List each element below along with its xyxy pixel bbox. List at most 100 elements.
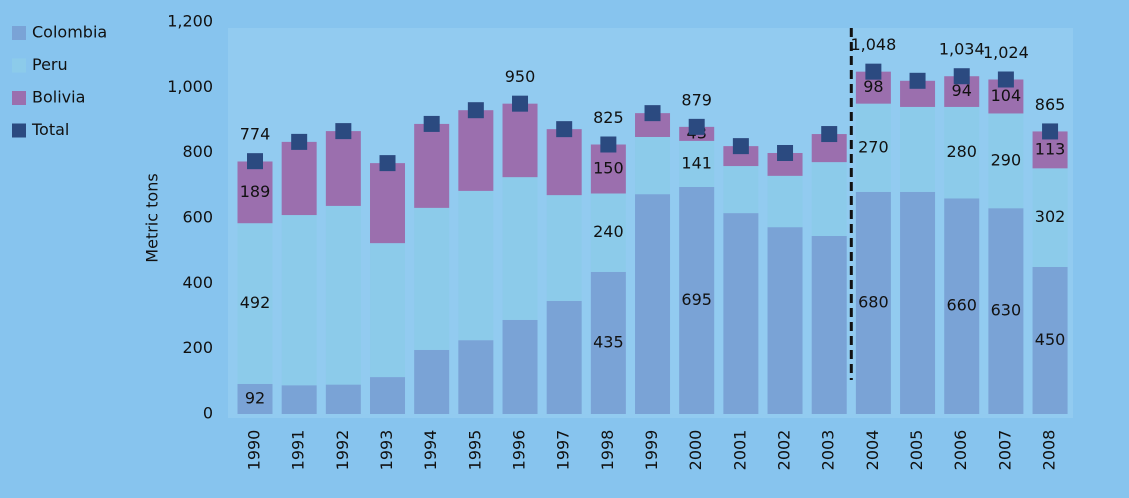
bar-segment <box>767 175 803 228</box>
data-label: 141 <box>681 153 712 172</box>
bar-segment <box>237 383 273 414</box>
bar-segment <box>988 208 1024 414</box>
data-label: 98 <box>863 77 883 96</box>
bar-segment <box>458 110 494 191</box>
bar-segment <box>1032 267 1068 414</box>
bar-segment <box>370 163 406 244</box>
data-label: 660 <box>946 296 977 315</box>
bar-segment <box>855 103 891 192</box>
bar-segment <box>811 162 847 236</box>
y-tick-label: 400 <box>182 273 213 292</box>
x-tick-label: 1997 <box>554 430 573 471</box>
y-tick-label: 200 <box>182 338 213 357</box>
data-label: 630 <box>991 301 1022 320</box>
data-label: 280 <box>946 142 977 161</box>
bar-segment <box>944 106 980 199</box>
total-marker <box>379 155 396 172</box>
bar-segment <box>502 177 538 320</box>
bar-segment <box>546 129 582 196</box>
legend-swatch <box>12 58 26 73</box>
total-marker <box>423 115 440 132</box>
y-tick-label: 1,200 <box>167 12 213 31</box>
total-marker <box>732 138 749 155</box>
data-label: 680 <box>858 292 889 311</box>
data-label: 492 <box>240 293 271 312</box>
x-tick-label: 2003 <box>819 430 838 471</box>
y-tick-label: 600 <box>182 208 213 227</box>
x-tick-label: 1995 <box>465 430 484 471</box>
total-marker <box>997 71 1014 88</box>
x-tick-label: 2008 <box>1040 430 1059 471</box>
data-label: 950 <box>505 67 536 86</box>
bar-segment <box>855 191 891 414</box>
bar-segment <box>723 146 759 167</box>
bar-segment <box>237 223 273 384</box>
total-marker <box>644 105 661 122</box>
bar-segment <box>325 205 361 385</box>
data-label: 270 <box>858 137 889 156</box>
data-label: 1,048 <box>850 35 896 54</box>
data-label: 150 <box>593 159 624 178</box>
legend-label: Total <box>31 120 69 139</box>
x-tick-label: 1991 <box>289 430 308 471</box>
bar-segment <box>679 140 715 187</box>
y-axis-label: Metric tons <box>143 173 162 262</box>
bar-segment <box>502 319 538 414</box>
data-label: 1,024 <box>983 43 1029 62</box>
data-label: 94 <box>952 81 972 100</box>
legend-label: Bolivia <box>32 88 85 107</box>
total-marker <box>512 95 529 112</box>
data-label: 189 <box>240 182 271 201</box>
x-tick-label: 1990 <box>245 430 264 471</box>
x-tick-label: 1998 <box>598 430 617 471</box>
y-tick-label: 800 <box>182 142 213 161</box>
data-label: 290 <box>991 150 1022 169</box>
total-marker <box>909 72 926 89</box>
total-marker <box>556 121 573 138</box>
bar-segment <box>458 190 494 341</box>
total-marker <box>821 126 838 143</box>
bar-segment <box>900 106 936 192</box>
bar-segment <box>281 215 317 386</box>
bar-segment <box>635 194 671 414</box>
data-label: 240 <box>593 222 624 241</box>
total-marker <box>688 118 705 135</box>
bar-segment <box>988 113 1024 209</box>
bar-segment <box>767 227 803 414</box>
bar-segment <box>414 123 450 208</box>
bar-segment <box>414 349 450 414</box>
total-marker <box>247 153 263 170</box>
x-tick-label: 2006 <box>951 430 970 471</box>
total-marker <box>335 123 352 140</box>
bar-segment <box>325 384 361 414</box>
data-label: 1,034 <box>939 40 985 59</box>
bar-segment <box>767 152 803 176</box>
bar-segment <box>546 300 582 414</box>
legend-label: Colombia <box>32 23 107 42</box>
total-marker <box>953 68 970 85</box>
x-tick-label: 1994 <box>421 430 440 471</box>
data-label: 774 <box>240 125 271 144</box>
bar-segment <box>546 195 582 301</box>
data-label: 435 <box>593 332 624 351</box>
bar-segment <box>414 207 450 350</box>
bar-segment <box>635 113 671 137</box>
data-label: 92 <box>245 388 265 407</box>
bar-segment <box>590 144 626 194</box>
bar-segment <box>281 385 317 414</box>
total-marker <box>1042 123 1059 140</box>
legend-label: Peru <box>32 55 68 74</box>
bar-segment <box>900 191 936 414</box>
x-tick-label: 2000 <box>686 430 705 471</box>
data-label: 865 <box>1035 95 1066 114</box>
legend-swatch <box>12 26 26 40</box>
x-tick-label: 2004 <box>863 430 882 471</box>
bar-segment <box>370 243 406 378</box>
data-label: 825 <box>593 108 624 127</box>
data-label: 695 <box>681 290 712 309</box>
total-marker <box>291 133 308 150</box>
total-marker <box>865 63 882 80</box>
legend-swatch <box>12 123 26 138</box>
bar-segment <box>811 235 847 414</box>
